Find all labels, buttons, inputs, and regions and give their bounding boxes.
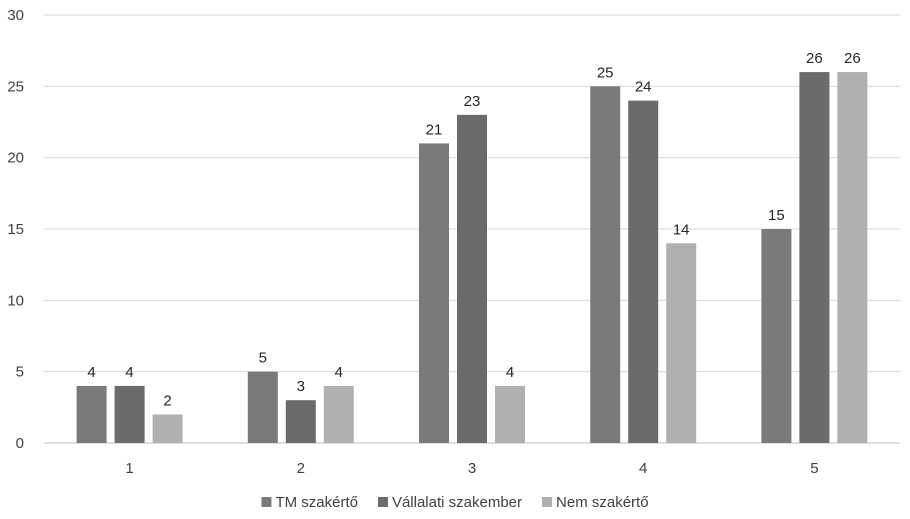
data-label: 26: [844, 50, 861, 67]
data-label: 5: [259, 350, 267, 367]
data-label: 3: [297, 378, 305, 395]
legend-item: Vállalati szakember: [377, 494, 522, 511]
bar: [590, 86, 621, 443]
x-tick-label: 3: [468, 460, 476, 477]
data-label: 26: [806, 50, 823, 67]
bar: [799, 72, 830, 444]
data-label: 21: [426, 121, 443, 138]
y-axis: 0 5 10 15 20 25 30: [7, 7, 24, 452]
bars: [76, 72, 868, 444]
data-label: 14: [673, 221, 690, 238]
data-label: 4: [335, 364, 343, 381]
data-label: 2: [163, 392, 171, 409]
legend-label: Vállalati szakember: [392, 494, 522, 511]
data-label: 4: [125, 364, 133, 381]
data-label: 24: [635, 79, 652, 96]
bar: [285, 400, 316, 443]
data-label: 25: [597, 64, 614, 81]
x-axis: 1 2 3 4 5: [125, 460, 818, 477]
data-label: 4: [87, 364, 95, 381]
x-tick-label: 2: [297, 460, 305, 477]
legend-swatch: [377, 497, 388, 507]
bar: [152, 414, 183, 443]
y-tick-label: 25: [7, 78, 24, 95]
x-tick-label: 1: [125, 460, 133, 477]
legend-label: Nem szakértő: [556, 494, 649, 511]
x-tick-label: 4: [639, 460, 647, 477]
bar: [419, 143, 449, 443]
y-tick-label: 5: [16, 364, 24, 381]
legend-swatch: [261, 497, 272, 507]
y-tick-label: 30: [7, 7, 24, 24]
legend-item: TM szakértő: [261, 494, 358, 511]
legend-swatch: [542, 497, 553, 507]
y-tick-label: 15: [7, 221, 24, 238]
bar: [114, 385, 145, 443]
y-tick-label: 0: [16, 435, 24, 452]
bar: [761, 229, 792, 443]
y-tick-label: 10: [7, 292, 24, 309]
legend-label: TM szakértő: [275, 494, 358, 511]
bar: [628, 100, 659, 443]
bar: [76, 385, 107, 443]
bar: [666, 243, 697, 443]
legend-item: Nem szakértő: [542, 494, 649, 511]
bar: [323, 385, 354, 443]
bar: [247, 371, 278, 443]
bar: [495, 385, 525, 443]
bar: [457, 114, 487, 443]
data-label: 15: [768, 207, 785, 224]
x-tick-label: 5: [810, 460, 818, 477]
data-label: 23: [464, 93, 481, 110]
bar: [837, 72, 868, 444]
y-tick-label: 20: [7, 150, 24, 167]
data-label: 4: [506, 364, 514, 381]
legend: TM szakértő Vállalati szakember Nem szakér…: [261, 494, 649, 511]
